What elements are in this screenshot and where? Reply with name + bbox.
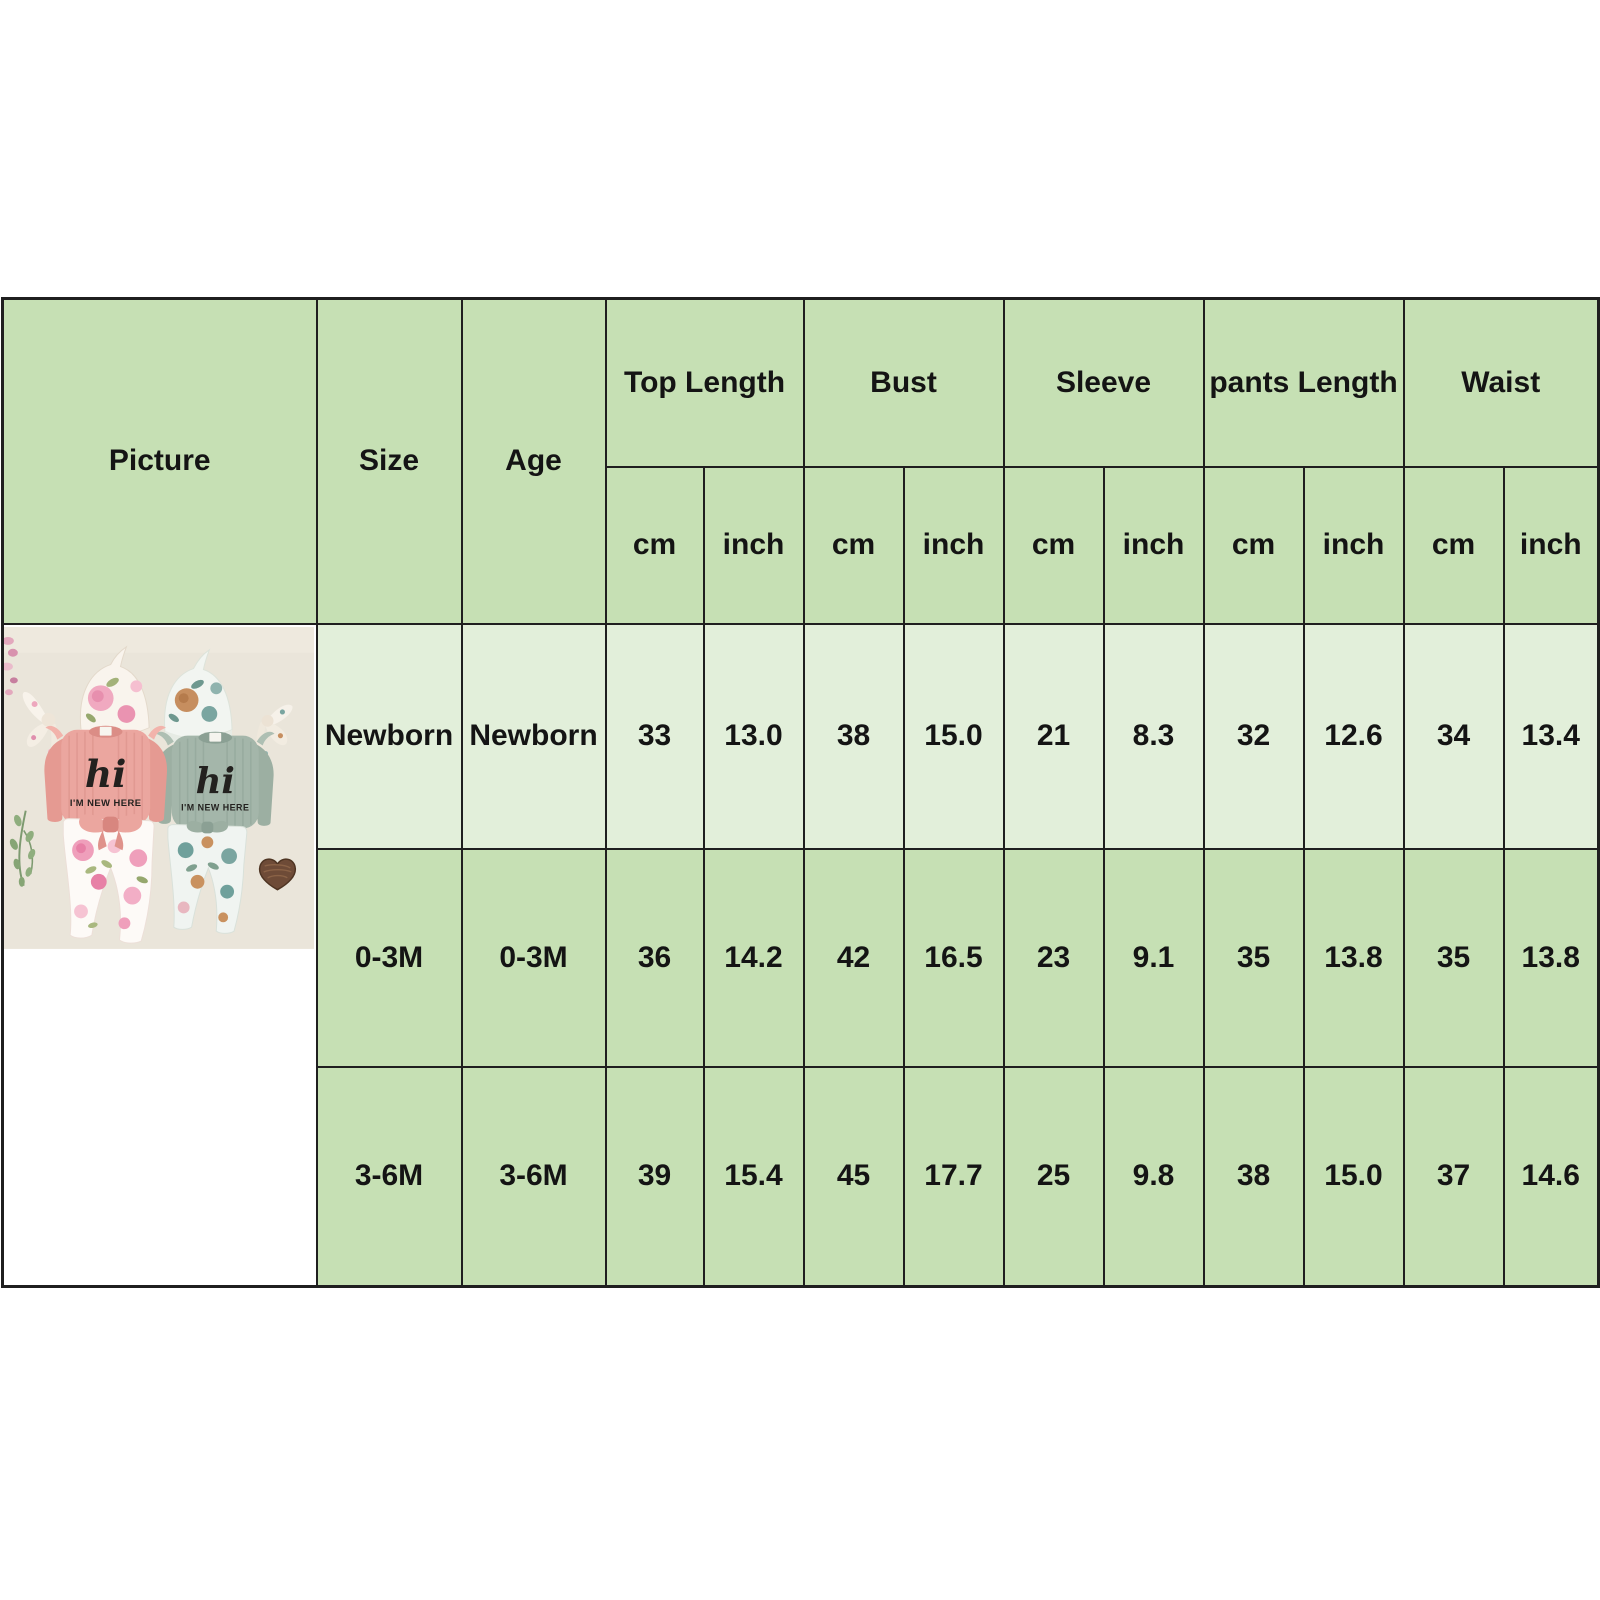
cell-value: 8.3 <box>1102 622 1205 850</box>
cell-value: 35 <box>1402 847 1505 1068</box>
cell-value: 17.7 <box>902 1065 1005 1288</box>
cell-age-newborn: Newborn <box>460 622 607 850</box>
cell-value: 13.0 <box>702 622 805 850</box>
cell-value: 34 <box>1402 622 1505 850</box>
heart-ornament-icon <box>258 857 296 891</box>
cell-value: 13.8 <box>1502 847 1600 1068</box>
cell-value: 25 <box>1002 1065 1105 1288</box>
cell-value: 15.0 <box>902 622 1005 850</box>
cell-value: 12.6 <box>1302 622 1405 850</box>
header-sleeve-inch: inch <box>1102 465 1205 625</box>
cell-value: 32 <box>1202 622 1305 850</box>
pink-romper-script-text: hi <box>85 752 127 796</box>
header-top-length: Top Length <box>604 297 805 468</box>
cell-value: 37 <box>1402 1065 1505 1288</box>
sage-romper-caps-text: I'M NEW HERE <box>181 802 249 812</box>
header-top-length-inch: inch <box>702 465 805 625</box>
header-group-row: Picture Size Age Top Length Bust Sleeve … <box>1 297 1600 625</box>
header-size: Size <box>315 297 463 625</box>
cell-value: 21 <box>1002 622 1105 850</box>
cell-value: 38 <box>1202 1065 1305 1288</box>
cell-value: 36 <box>604 847 705 1068</box>
product-photo-cell: hi I'M NEW HERE <box>1 622 318 1288</box>
eucalyptus-sprig-icon <box>9 810 36 887</box>
cell-value: 38 <box>802 622 905 850</box>
header-waist-inch: inch <box>1502 465 1600 625</box>
cell-size-3-6m: 3-6M <box>315 1065 463 1288</box>
cell-value: 14.2 <box>702 847 805 1068</box>
cell-value: 42 <box>802 847 905 1068</box>
row-newborn: hi I'M NEW HERE <box>1 622 1600 1288</box>
cell-value: 13.8 <box>1302 847 1405 1068</box>
cell-value: 33 <box>604 622 705 850</box>
cell-value: 35 <box>1202 847 1305 1068</box>
row-0-3m: 0-3M 0-3M 36 14.2 42 16.5 23 9.1 35 13.8… <box>3 847 1600 1068</box>
cell-value: 39 <box>604 1065 705 1288</box>
sage-romper-icon: hi I'M NEW HERE <box>154 731 275 828</box>
cell-size-newborn: Newborn <box>315 622 463 850</box>
pink-floral-pants-icon <box>62 813 155 944</box>
cell-value: 16.5 <box>902 847 1005 1068</box>
cell-value: 23 <box>1002 847 1105 1068</box>
header-bust: Bust <box>802 297 1005 468</box>
header-bust-cm: cm <box>802 465 905 625</box>
header-top-length-cm: cm <box>604 465 705 625</box>
header-waist-cm: cm <box>1402 465 1505 625</box>
cell-value: 13.4 <box>1502 622 1600 850</box>
header-sleeve: Sleeve <box>1002 297 1205 468</box>
cell-value: 15.4 <box>702 1065 805 1288</box>
cell-age-3-6m: 3-6M <box>460 1065 607 1288</box>
sage-romper-script-text: hi <box>196 760 235 801</box>
size-chart-table: Picture Size Age Top Length Bust Sleeve … <box>1 297 1600 1288</box>
product-photo: hi I'M NEW HERE <box>4 626 314 949</box>
cell-value: 15.0 <box>1302 1065 1405 1288</box>
pink-romper-icon: hi I'M NEW HERE <box>44 725 168 825</box>
teal-floral-pants-icon <box>167 820 248 934</box>
header-pants-length-inch: inch <box>1302 465 1405 625</box>
cell-age-0-3m: 0-3M <box>460 847 607 1068</box>
header-picture: Picture <box>1 297 318 625</box>
cell-value: 9.1 <box>1102 847 1205 1068</box>
header-bust-inch: inch <box>902 465 1005 625</box>
pink-waist-bow-icon <box>79 813 143 850</box>
cell-value: 9.8 <box>1102 1065 1205 1288</box>
dried-flowers-left-icon <box>4 636 18 695</box>
header-pants-length-cm: cm <box>1202 465 1305 625</box>
cell-value: 14.6 <box>1502 1065 1600 1288</box>
header-age: Age <box>460 297 607 625</box>
header-pants-length: pants Length <box>1202 297 1405 468</box>
row-3-6m: 3-6M 3-6M 39 15.4 45 17.7 25 9.8 38 15.0… <box>3 1065 1600 1288</box>
header-sleeve-cm: cm <box>1002 465 1105 625</box>
header-units-row: cm inch cm inch cm inch cm inch cm inch <box>3 465 1600 625</box>
pink-romper-caps-text: I'M NEW HERE <box>70 797 142 807</box>
cell-value: 45 <box>802 1065 905 1288</box>
cell-size-0-3m: 0-3M <box>315 847 463 1068</box>
header-waist: Waist <box>1402 297 1600 468</box>
